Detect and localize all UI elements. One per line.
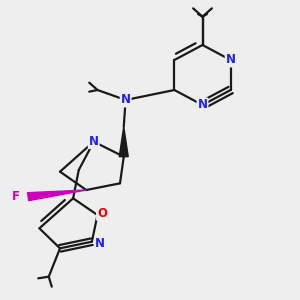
Text: O: O (97, 207, 107, 220)
Text: N: N (95, 237, 105, 250)
Text: N: N (121, 94, 130, 106)
Text: N: N (226, 53, 236, 67)
Polygon shape (119, 127, 128, 157)
Text: F: F (12, 190, 20, 203)
Polygon shape (28, 190, 86, 201)
Text: N: N (89, 135, 99, 148)
Text: N: N (197, 98, 208, 112)
